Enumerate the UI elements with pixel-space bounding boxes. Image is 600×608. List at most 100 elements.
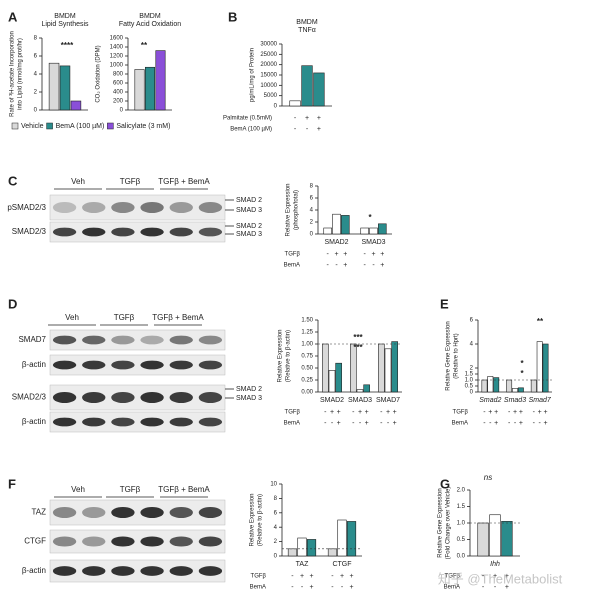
bar	[360, 227, 369, 235]
blot-band	[111, 360, 135, 370]
lane-label: TGFβ + BemA	[152, 313, 204, 322]
y-tick-label: 1.25	[301, 330, 313, 336]
condition-sign: +	[393, 420, 397, 427]
bar	[363, 384, 370, 393]
condition-sign: +	[305, 115, 309, 122]
y-tick-label: 2	[34, 90, 38, 96]
condition-sign: +	[380, 262, 384, 269]
condition-sign: +	[337, 420, 341, 427]
condition-sign: -	[335, 262, 338, 269]
condition-sign: -	[331, 584, 334, 591]
condition-label: BemA	[444, 585, 460, 591]
condition-sign: +	[349, 584, 353, 591]
annotation: ns	[484, 473, 492, 482]
y-tick-label: 30000	[260, 42, 277, 48]
condition-sign: +	[505, 584, 509, 591]
bar	[335, 362, 342, 393]
blot-band	[52, 507, 77, 518]
condition-sign: -	[482, 584, 485, 591]
bar	[378, 343, 385, 393]
blot-band	[111, 417, 135, 427]
condition-label: TGFβ	[285, 410, 301, 416]
panel-letter: B	[228, 9, 237, 24]
condition-sign: -	[331, 573, 334, 580]
annotation: ***	[353, 343, 363, 352]
bar	[369, 227, 378, 235]
bar	[48, 62, 60, 111]
bar	[289, 100, 301, 107]
y-tick-label: 4	[470, 342, 474, 348]
blot-band	[198, 360, 223, 370]
band-label: SMAD 2	[236, 386, 262, 393]
y-tick-label: 0.25	[301, 378, 313, 384]
bar	[536, 341, 543, 393]
condition-sign: -	[291, 573, 294, 580]
row-label: β-actin	[22, 417, 46, 426]
chart-title: BMDM	[139, 13, 161, 20]
condition-sign: +	[543, 409, 547, 416]
y-tick-label: 0	[470, 390, 474, 396]
annotation: ***	[353, 333, 363, 342]
blot	[49, 384, 226, 411]
condition-sign: -	[294, 126, 297, 133]
watermark: 知乎 @TheMetabolist	[438, 571, 563, 586]
bar	[506, 379, 513, 393]
blot-band	[111, 227, 135, 237]
condition-sign: +	[519, 420, 523, 427]
condition-label: TGFβ	[453, 410, 469, 416]
condition-sign: -	[538, 420, 541, 427]
x-tick-label: TAZ	[296, 561, 309, 568]
y-tick-label: 400	[113, 90, 124, 96]
blot-band	[169, 566, 193, 576]
condition-sign: -	[380, 409, 383, 416]
condition-sign: +	[349, 573, 353, 580]
blot-band	[140, 360, 164, 370]
condition-sign: -	[380, 420, 383, 427]
condition-sign: +	[365, 420, 369, 427]
blot	[49, 221, 226, 243]
bar	[512, 388, 518, 393]
bar	[332, 213, 341, 235]
condition-sign: +	[505, 573, 509, 580]
condition-sign: +	[543, 420, 547, 427]
condition-sign: -	[331, 420, 334, 427]
blot	[49, 499, 226, 526]
y-tick-label: 1200	[110, 54, 124, 60]
blot-band	[140, 335, 164, 345]
condition-sign: -	[489, 420, 492, 427]
blot-band	[140, 392, 164, 403]
condition-sign: +	[309, 584, 313, 591]
annotation: **	[537, 317, 544, 326]
bar	[297, 537, 307, 557]
condition-sign: +	[365, 409, 369, 416]
blot-band	[198, 392, 223, 403]
blot-band	[169, 335, 193, 345]
row-label: SMAD7	[18, 335, 46, 344]
y-tick-label: 10000	[260, 83, 277, 89]
row-label: β-actin	[22, 566, 46, 575]
blot-band	[198, 202, 223, 213]
blot-band	[198, 417, 223, 427]
panel-letter: E	[440, 296, 449, 311]
bar	[487, 376, 494, 393]
y-tick-label: 0.00	[301, 390, 313, 396]
y-tick-label: 1000	[110, 63, 124, 69]
blot	[49, 329, 226, 351]
blot-band	[82, 202, 106, 213]
bar	[337, 519, 347, 557]
blot-band	[82, 417, 106, 427]
x-tick-label: Smad3	[504, 397, 526, 404]
legend-label: Salicylate (3 mM)	[116, 123, 170, 130]
blot-band	[82, 360, 106, 370]
y-axis-label: (Relative to Hprt)	[454, 333, 460, 378]
chart-title: Fatty Acid Oxidation	[119, 21, 181, 28]
y-tick-label: 0.5	[465, 384, 474, 390]
bar	[70, 100, 82, 111]
condition-label: BemA	[284, 421, 300, 427]
chart-title: Lipid Synthesis	[41, 21, 89, 28]
blot-band	[140, 507, 164, 518]
blot	[49, 411, 226, 433]
y-axis-label: Relative Gene Expression	[446, 321, 452, 390]
condition-sign: -	[533, 420, 536, 427]
